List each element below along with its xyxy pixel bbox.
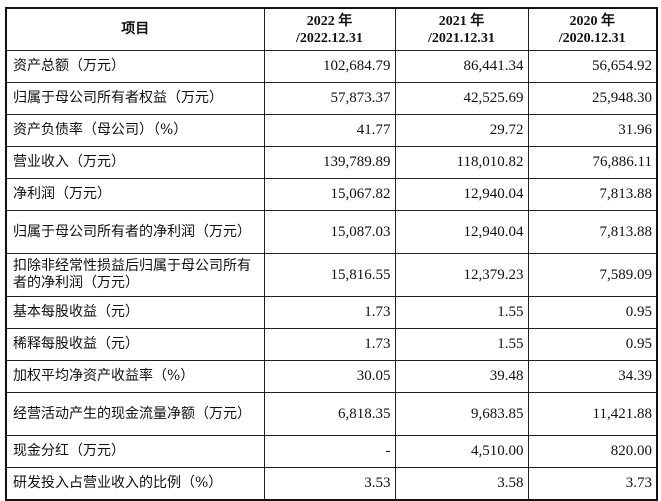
header-year: 2020 年 [569,13,616,29]
header-date: /2021.12.31 [428,30,495,46]
cell-value: 30.05 [263,360,396,393]
row-label: 净利润（万元） [5,178,265,211]
cell-value: 820.00 [527,435,658,468]
cell-value: 3.58 [394,467,529,501]
header-date: /2020.12.31 [558,30,626,46]
cell-value: 118,010.82 [394,146,529,179]
cell-value: 39.48 [394,360,529,393]
cell-value: 7,813.88 [527,178,658,211]
cell-value: 25,948.30 [527,82,658,115]
cell-value: 15,816.55 [263,253,396,297]
cell-value: 0.95 [527,328,658,361]
cell-value: 3.53 [263,467,396,501]
cell-value: 12,940.04 [394,210,529,254]
cell-value: 15,067.82 [263,178,396,211]
header-item: 项目 [5,7,265,51]
row-label: 资产负债率（母公司）（%） [5,114,265,147]
cell-value: 15,087.03 [263,210,396,254]
row-label: 加权平均净资产收益率（%） [5,360,265,393]
cell-value: 1.73 [263,296,396,329]
row-label: 扣除非经常性损益后归属于母公司所有者的净利润（万元） [5,253,265,297]
cell-value: 12,940.04 [394,178,529,211]
table-row: 现金分红（万元） -4,510.00 820.00 [5,435,658,468]
cell-value: 34.39 [527,360,658,393]
header-row: 项目 2022 年/2022.12.31 2021 年/2021.12.31 2… [5,7,658,51]
table-row: 稀释每股收益（元） 1.73 1.55 0.95 [5,328,658,361]
cell-value: 86,441.34 [394,50,529,83]
row-label: 归属于母公司所有者权益（万元） [5,82,265,115]
cell-value: 29.72 [394,114,529,147]
cell-value: 1.73 [263,328,396,361]
cell-value: 6,818.35 [263,392,396,436]
cell-value: - [263,435,396,468]
row-label: 经营活动产生的现金流量净额（万元） [5,392,265,436]
header-date: /2022.12.31 [296,30,363,46]
table-row: 经营活动产生的现金流量净额（万元） 6,818.35 9,683.85 11,421.… [5,392,658,436]
table-row: 营业收入（万元） 139,789.89 118,010.82 76,886.11 [5,146,658,179]
cell-value: 12,379.23 [394,253,529,297]
cell-value: 9,683.85 [394,392,529,436]
cell-value: 102,684.79 [263,50,396,83]
cell-value: 56,654.92 [527,50,658,83]
cell-value: 3.73 [527,467,658,501]
row-label: 现金分红（万元） [5,435,265,468]
financial-summary-table: 项目 2022 年/2022.12.31 2021 年/2021.12.31 2… [5,7,658,501]
cell-value: 4,510.00 [394,435,529,468]
table-row: 资产总额（万元） 102,684.79 86,441.34 56,654.92 [5,50,658,83]
cell-value: 7,589.09 [527,253,658,297]
table-row: 净利润（万元） 15,067.82 12,940.04 7,813.88 [5,178,658,211]
header-2021: 2021 年/2021.12.31 [394,7,529,51]
row-label: 基本每股收益（元） [5,296,265,329]
cell-value: 57,873.37 [263,82,396,115]
header-year: 2021 年 [438,13,485,29]
cell-value: 41.77 [263,114,396,147]
cell-value: 31.96 [527,114,658,147]
cell-value: 76,886.11 [527,146,658,179]
cell-value: 0.95 [527,296,658,329]
header-2022: 2022 年/2022.12.31 [263,7,396,51]
table-row: 归属于母公司所有者的净利润（万元） 15,087.03 12,940.04 7,813… [5,210,658,254]
table-row: 研发投入占营业收入的比例（%） 3.53 3.58 3.73 [5,467,658,501]
row-label: 研发投入占营业收入的比例（%） [5,467,265,501]
header-text: 项目 [121,22,150,37]
table-row: 归属于母公司所有者权益（万元） 57,873.37 42,525.69 25,948.… [5,82,658,115]
row-label: 营业收入（万元） [5,146,265,179]
table-row: 资产负债率（母公司）（%） 41.77 29.72 31.96 [5,114,658,147]
table-row: 扣除非经常性损益后归属于母公司所有者的净利润（万元） 15,816.55 12,37… [5,253,658,297]
table-row: 基本每股收益（元） 1.73 1.55 0.95 [5,296,658,329]
cell-value: 7,813.88 [527,210,658,254]
cell-value: 42,525.69 [394,82,529,115]
cell-value: 1.55 [394,296,529,329]
cell-value: 139,789.89 [263,146,396,179]
row-label: 资产总额（万元） [5,50,265,83]
header-year: 2022 年 [306,13,353,29]
table-row: 加权平均净资产收益率（%） 30.05 39.48 34.39 [5,360,658,393]
cell-value: 1.55 [394,328,529,361]
row-label: 稀释每股收益（元） [5,328,265,361]
cell-value: 11,421.88 [527,392,658,436]
header-2020: 2020 年/2020.12.31 [527,7,658,51]
row-label: 归属于母公司所有者的净利润（万元） [5,210,265,254]
